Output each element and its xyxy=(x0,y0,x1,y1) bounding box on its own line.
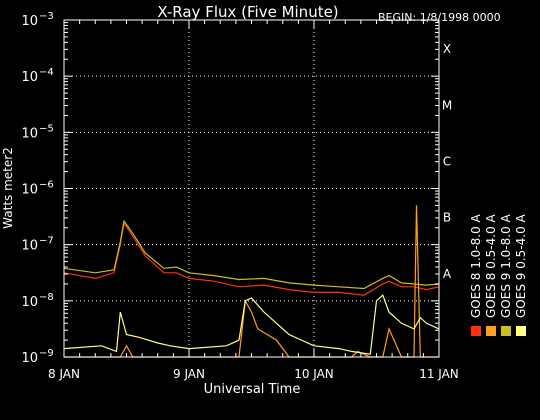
legend-label: GOES 9 1.0-8.0 A xyxy=(499,213,513,318)
y-tick-label: 10 xyxy=(21,126,38,141)
series-line-2 xyxy=(64,205,439,358)
legend-swatch xyxy=(486,326,496,336)
y-axis: 10−910−810−710−610−510−410−3 xyxy=(21,11,439,366)
x-axis: 8 JAN 9 JAN 10 JAN 11 JAN xyxy=(48,20,459,381)
series-lines xyxy=(63,205,440,358)
y-tick-exponent: −4 xyxy=(39,67,54,78)
y-tick-label: 10 xyxy=(21,351,38,366)
x-tick-label: 10 JAN xyxy=(294,367,334,381)
y-tick-label: 10 xyxy=(21,295,38,310)
series-line-4 xyxy=(63,294,440,355)
y-tick-label: 10 xyxy=(21,70,38,85)
flare-class-label: X xyxy=(443,42,451,56)
y-tick-label: 10 xyxy=(21,183,38,198)
series-line-3 xyxy=(63,219,440,290)
y-tick-exponent: −7 xyxy=(39,236,54,247)
x-axis-label: Universal Time xyxy=(204,382,301,397)
legend-swatch xyxy=(516,326,526,336)
flare-class-label: B xyxy=(443,211,451,225)
y-tick-exponent: −6 xyxy=(39,180,54,191)
legend: GOES 8 1.0-8.0 A GOES 8 0.5-4.0 A GOES 9 1… xyxy=(469,213,528,336)
chart-title: X-Ray Flux (Five Minute) xyxy=(157,3,338,21)
legend-label: GOES 9 0.5-4.0 A xyxy=(514,213,528,318)
flare-class-label: A xyxy=(443,267,452,281)
y-tick-exponent: −9 xyxy=(39,348,54,359)
y-tick-exponent: −3 xyxy=(39,11,54,22)
grid-lines xyxy=(64,20,439,357)
y-tick-exponent: −5 xyxy=(39,123,54,134)
legend-label: GOES 8 1.0-8.0 A xyxy=(469,213,483,318)
flare-class-label: M xyxy=(442,98,452,112)
x-tick-label: 8 JAN xyxy=(48,367,80,381)
y-tick-exponent: −8 xyxy=(39,292,54,303)
y-tick-label: 10 xyxy=(21,14,38,29)
legend-swatch xyxy=(501,326,511,336)
series-line-1 xyxy=(63,221,440,296)
begin-label: BEGIN: 1/8/1998 0000 xyxy=(378,11,501,24)
flare-class-label: C xyxy=(443,154,451,168)
x-tick-label: 9 JAN xyxy=(173,367,205,381)
legend-swatch xyxy=(471,326,481,336)
y-tick-label: 10 xyxy=(21,239,38,254)
legend-label: GOES 8 0.5-4.0 A xyxy=(484,213,498,318)
y-axis-label: Watts meter2 xyxy=(1,147,15,229)
x-tick-label: 11 JAN xyxy=(419,367,459,381)
flare-class-labels: A B C M X xyxy=(442,42,452,281)
